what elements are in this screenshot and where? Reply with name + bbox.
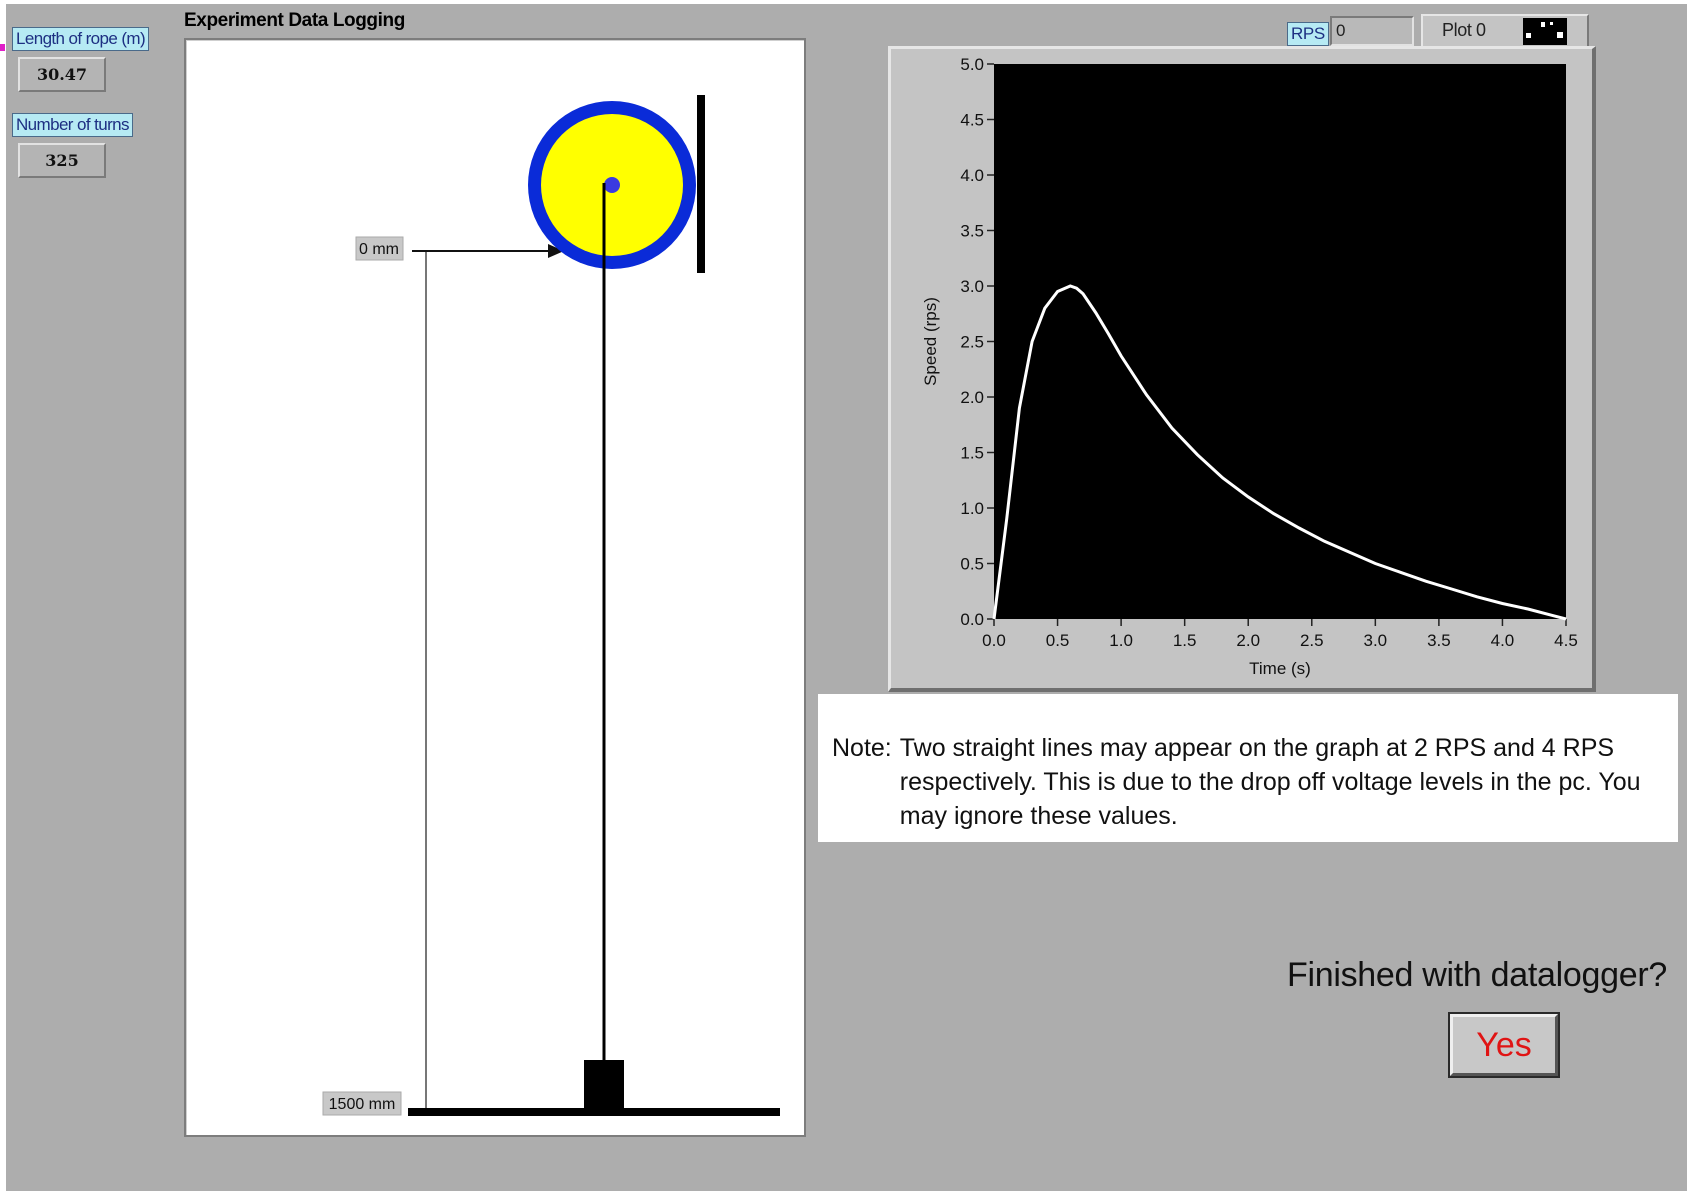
- mass-block: [584, 1060, 624, 1113]
- y-axis: 0.0 0.5 1.0 1.5 2.0 2.5 3.0 3.5 4.0 4.5 5.0: [960, 55, 994, 629]
- x-tick-label: 0.0: [982, 631, 1006, 650]
- x-tick-label: 4.0: [1491, 631, 1515, 650]
- rps-label: RPS: [1287, 22, 1329, 46]
- note-box: Note: Two straight lines may appear on t…: [818, 694, 1678, 842]
- rps-indicator: 0: [1330, 16, 1414, 46]
- series-plot-0: [992, 284, 1567, 621]
- x-tick-label: 2.5: [1300, 631, 1324, 650]
- rope-length-label: Length of rope (m): [12, 27, 150, 51]
- y-axis-label: Speed (rps): [921, 297, 940, 386]
- rope-length-indicator: 30.47: [18, 57, 106, 92]
- x-axis: 0.0 0.5 1.0 1.5 2.0 2.5 3.0 3.5 4.0 4.5: [982, 619, 1578, 650]
- bottom-marker-box: [322, 1091, 402, 1116]
- y-tick-label: 4.5: [960, 111, 984, 130]
- y-tick-label: 4.0: [960, 166, 984, 185]
- y-tick-label: 2.0: [960, 388, 984, 407]
- note-text: Two straight lines may appear on the gra…: [899, 734, 1641, 830]
- turns-label: Number of turns: [12, 113, 133, 137]
- y-tick-label: 1.5: [960, 444, 984, 463]
- finished-question: Finished with datalogger?: [1287, 956, 1667, 994]
- wall-bar: [697, 95, 705, 273]
- x-axis-label: Time (s): [1249, 659, 1311, 678]
- plot-area: [994, 64, 1566, 619]
- y-tick-label: 2.5: [960, 333, 984, 352]
- turns-indicator: 325: [18, 143, 106, 178]
- plot-legend-label: Plot 0: [1442, 20, 1486, 40]
- y-tick-label: 0.5: [960, 555, 984, 574]
- bottom-marker-label: 1500 mm: [329, 1096, 396, 1113]
- x-tick-label: 3.5: [1427, 631, 1451, 650]
- pulley-axle: [604, 177, 620, 193]
- x-tick-label: 4.5: [1554, 631, 1578, 650]
- plot-legend-swatch[interactable]: [1523, 18, 1567, 45]
- plot-style-icon: [1526, 22, 1563, 38]
- floor: [408, 1108, 780, 1116]
- panel-title: Experiment Data Logging: [184, 10, 405, 31]
- y-tick-label: 3.0: [960, 277, 984, 296]
- note-prefix: Note:: [832, 734, 892, 762]
- x-tick-label: 2.0: [1236, 631, 1260, 650]
- x-tick-label: 3.0: [1364, 631, 1388, 650]
- top-marker-label: 0 mm: [359, 241, 399, 258]
- panel-marker: [0, 44, 5, 51]
- top-marker-box: [355, 236, 404, 261]
- x-tick-label: 1.0: [1109, 631, 1133, 650]
- speed-chart: 0.0 0.5 1.0 1.5 2.0 2.5 3.0 3.5 4.0 4.5 5.0 0.0 0.5…: [921, 55, 1578, 678]
- y-tick-label: 5.0: [960, 55, 984, 74]
- y-tick-label: 1.0: [960, 499, 984, 518]
- x-tick-label: 0.5: [1046, 631, 1070, 650]
- y-tick-label: 3.5: [960, 222, 984, 241]
- x-tick-label: 1.5: [1173, 631, 1197, 650]
- pointer-arrow: [548, 244, 564, 258]
- yes-button[interactable]: Yes: [1448, 1012, 1560, 1078]
- y-tick-label: 0.0: [960, 610, 984, 629]
